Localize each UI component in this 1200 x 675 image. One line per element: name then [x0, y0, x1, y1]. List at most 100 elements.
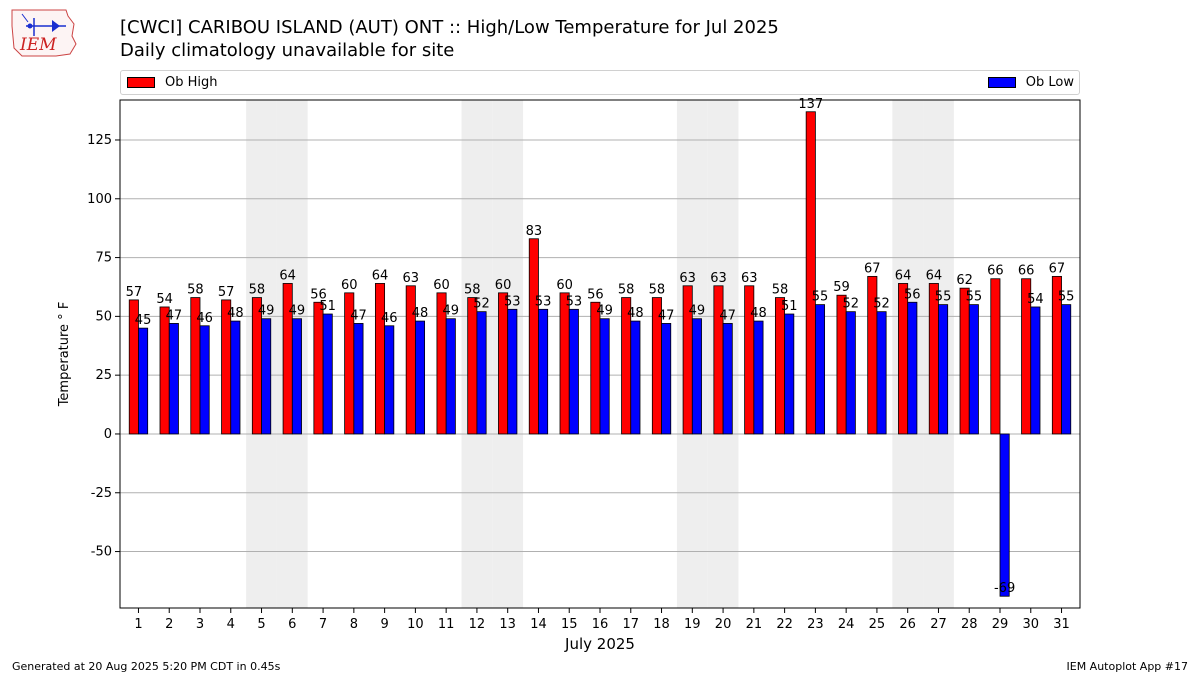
x-tick-label-13: 13: [499, 617, 516, 632]
bar-high-12: [467, 297, 478, 435]
bar-low-13: [507, 308, 518, 435]
bar-low-25: [876, 311, 887, 435]
bar-label-low-30: 54: [1027, 292, 1044, 307]
bar-low-28: [968, 304, 979, 435]
y-tick-label-50: 50: [95, 309, 112, 324]
x-tick-label-18: 18: [653, 617, 670, 632]
chart-subtitle: Daily climatology unavailable for site: [120, 40, 455, 61]
x-tick-label-28: 28: [961, 617, 978, 632]
bar-label-high-26: 64: [895, 268, 912, 283]
bar-low-17: [630, 320, 641, 435]
bar-label-high-28: 62: [956, 273, 973, 288]
bar-label-low-28: 55: [966, 290, 983, 305]
x-tick-label-14: 14: [530, 617, 547, 632]
x-axis-label: July 2025: [564, 635, 635, 653]
bar-high-16: [590, 301, 601, 435]
bar-low-9: [384, 325, 395, 435]
bar-label-low-18: 47: [658, 308, 675, 323]
legend-label-high: Ob High: [165, 75, 218, 90]
legend-item-low: Ob Low: [987, 75, 1074, 90]
bar-low-18: [661, 323, 672, 435]
bar-low-20: [722, 323, 733, 435]
bar-low-27: [938, 304, 949, 435]
bar-high-22: [774, 297, 786, 435]
bar-label-low-6: 49: [289, 304, 306, 319]
x-tick-label-8: 8: [350, 617, 358, 632]
bar-low-15: [568, 308, 579, 435]
footer-app: IEM Autoplot App #17: [1066, 660, 1189, 673]
bar-label-low-13: 53: [504, 294, 521, 309]
bar-label-low-11: 49: [442, 304, 459, 319]
x-tick-label-29: 29: [992, 617, 1009, 632]
y-tick-label--50: -50: [91, 545, 112, 560]
bar-label-low-5: 49: [258, 304, 275, 319]
logo-text: IEM: [19, 35, 57, 55]
legend-label-low: Ob Low: [1025, 75, 1074, 90]
x-tick-label-2: 2: [165, 617, 173, 632]
y-tick-label-0: 0: [104, 427, 112, 442]
bar-low-30: [1030, 306, 1041, 435]
bar-label-high-17: 58: [618, 283, 635, 298]
bar-label-low-22: 51: [781, 299, 798, 314]
bars: [128, 111, 1072, 597]
legend-swatch-low: [987, 77, 1016, 88]
iem-logo: IEM: [11, 9, 77, 57]
bar-label-low-23: 55: [812, 290, 829, 305]
y-tick-label-25: 25: [95, 368, 112, 383]
x-tick-label-20: 20: [715, 617, 732, 632]
bar-label-high-16: 56: [587, 287, 604, 302]
x-tick-label-25: 25: [869, 617, 886, 632]
bar-label-low-7: 51: [319, 299, 336, 314]
bar-high-14: [528, 238, 539, 435]
footer-generated: Generated at 20 Aug 2025 5:20 PM CDT in …: [12, 660, 281, 673]
bar-label-low-19: 49: [689, 304, 706, 319]
bar-low-5: [261, 318, 272, 435]
bar-low-2: [168, 323, 179, 435]
x-tick-label-4: 4: [227, 617, 235, 632]
bar-label-high-11: 60: [433, 278, 450, 293]
x-tick-label-9: 9: [380, 617, 388, 632]
bar-low-1: [138, 327, 149, 435]
bar-low-3: [199, 325, 210, 435]
bar-high-15: [559, 292, 570, 435]
x-tick-label-11: 11: [438, 617, 455, 632]
x-tick-label-21: 21: [746, 617, 763, 632]
bar-label-high-25: 67: [864, 261, 881, 276]
bar-label-low-21: 48: [750, 306, 767, 321]
x-tick-label-6: 6: [288, 617, 296, 632]
bar-label-high-10: 63: [402, 271, 419, 286]
x-tick-label-30: 30: [1022, 617, 1039, 632]
bar-label-high-8: 60: [341, 278, 358, 293]
bar-label-low-2: 47: [166, 308, 183, 323]
legend-swatch-high: [127, 77, 155, 88]
x-tick-label-17: 17: [622, 617, 639, 632]
bar-label-high-5: 58: [249, 283, 266, 298]
bar-high-28: [959, 287, 970, 435]
bar-low-11: [445, 318, 456, 435]
x-tick-label-15: 15: [561, 617, 578, 632]
bar-label-high-2: 54: [156, 292, 173, 307]
x-tick-label-26: 26: [899, 617, 916, 632]
bar-label-high-3: 58: [187, 283, 204, 298]
bar-label-high-7: 56: [310, 287, 327, 302]
x-axis-ticks: 1 2 3 4 5 6 7 8 9 10 11 12 13 14 15 16 17 18 19 20 21 22 23 24 2…: [134, 608, 1070, 632]
y-tick-label-125: 125: [87, 133, 112, 148]
bar-high-23: [805, 111, 816, 435]
bar-label-high-27: 64: [926, 268, 943, 283]
bar-low-16: [599, 318, 610, 435]
bar-low-12: [476, 311, 487, 435]
bar-low-4: [230, 320, 241, 435]
x-tick-label-19: 19: [684, 617, 701, 632]
x-tick-label-7: 7: [319, 617, 327, 632]
y-tick-label-100: 100: [87, 192, 112, 207]
legend: Ob High Ob Low: [120, 70, 1080, 95]
bar-high-9: [374, 283, 386, 435]
bar-label-high-9: 64: [372, 268, 389, 283]
bar-label-high-18: 58: [649, 283, 666, 298]
bar-label-low-3: 46: [196, 311, 213, 326]
bar-label-high-31: 67: [1049, 261, 1066, 276]
x-tick-label-3: 3: [196, 617, 204, 632]
bar-high-27: [928, 283, 939, 435]
bar-label-high-12: 58: [464, 283, 481, 298]
bar-low-7: [322, 313, 333, 435]
